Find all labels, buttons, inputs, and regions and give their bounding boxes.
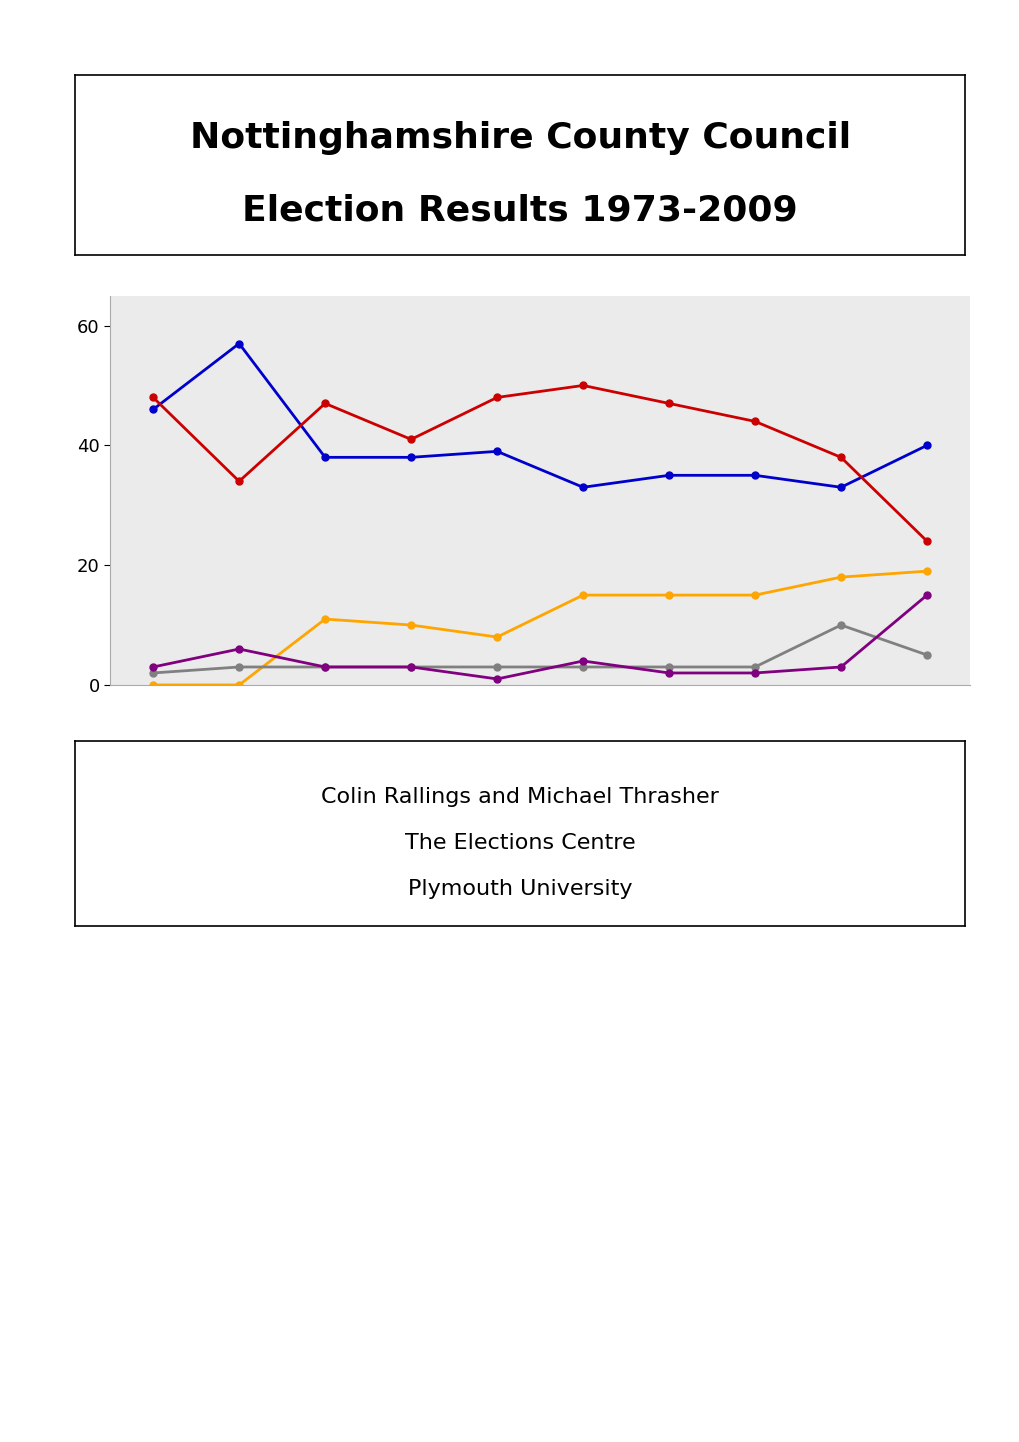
Text: Colin Rallings and Michael Thrasher: Colin Rallings and Michael Thrasher (321, 786, 718, 806)
Text: Plymouth University: Plymouth University (408, 878, 632, 898)
Text: The Elections Centre: The Elections Centre (405, 832, 635, 852)
Text: Election Results 1973-2009: Election Results 1973-2009 (243, 193, 797, 228)
Text: Nottinghamshire County Council: Nottinghamshire County Council (190, 121, 850, 156)
